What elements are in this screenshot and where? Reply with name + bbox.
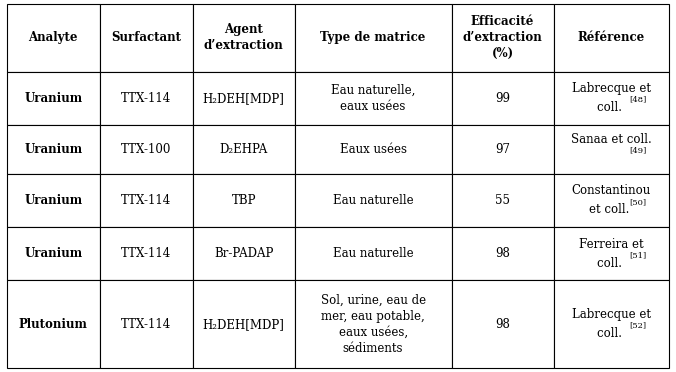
Text: TTX-114: TTX-114 [121,92,171,105]
Text: TTX-114: TTX-114 [121,247,171,260]
Text: Agent
d’extraction: Agent d’extraction [203,23,283,52]
Text: [49]: [49] [629,147,646,155]
Bar [193,280,295,368]
Bar [100,4,193,71]
Text: et coll.: et coll. [589,203,633,217]
Bar [452,4,554,71]
Bar [295,125,452,174]
Text: Plutonium: Plutonium [19,318,88,331]
Text: Labrecque et: Labrecque et [572,82,651,95]
Bar [193,227,295,280]
Bar [554,174,669,227]
Text: H₂DEH[MDP]: H₂DEH[MDP] [203,318,285,331]
Text: Labrecque et: Labrecque et [572,308,651,321]
Text: Sanaa et coll.: Sanaa et coll. [571,133,652,146]
Text: [52]: [52] [629,322,646,330]
Text: TTX-100: TTX-100 [121,143,172,156]
Text: H₂DEH[MDP]: H₂DEH[MDP] [203,92,285,105]
Text: [51]: [51] [629,251,646,259]
Bar [7,125,100,174]
Bar [554,227,669,280]
Bar [193,125,295,174]
Bar [452,280,554,368]
Text: Eau naturelle: Eau naturelle [333,247,414,260]
Bar [7,280,100,368]
Text: Uranium: Uranium [24,247,82,260]
Text: Référence: Référence [578,31,645,44]
Text: Uranium: Uranium [24,194,82,207]
Bar [7,71,100,125]
Text: TTX-114: TTX-114 [121,318,171,331]
Bar [295,174,452,227]
Text: Uranium: Uranium [24,92,82,105]
Bar [554,71,669,125]
Bar [100,227,193,280]
Text: Br-PADAP: Br-PADAP [214,247,273,260]
Text: 55: 55 [495,194,510,207]
Text: TTX-114: TTX-114 [121,194,171,207]
Text: D₂EHPA: D₂EHPA [220,143,268,156]
Bar [554,125,669,174]
Text: Uranium: Uranium [24,143,82,156]
Text: coll.: coll. [597,101,626,114]
Bar [100,125,193,174]
Text: 98: 98 [495,247,510,260]
Bar [295,4,452,71]
Bar [295,227,452,280]
Bar [554,4,669,71]
Text: 98: 98 [495,318,510,331]
Bar [100,71,193,125]
Bar [100,280,193,368]
Text: Analyte: Analyte [28,31,78,44]
Text: Ferreira et: Ferreira et [579,238,644,251]
Text: [50]: [50] [629,198,646,206]
Bar [295,280,452,368]
Bar [7,174,100,227]
Bar [7,227,100,280]
Bar [452,227,554,280]
Bar [452,71,554,125]
Bar [452,174,554,227]
Bar [7,4,100,71]
Text: TBP: TBP [231,194,256,207]
Bar [100,174,193,227]
Bar [193,4,295,71]
Text: Efficacité
d’extraction
(%): Efficacité d’extraction (%) [462,15,542,60]
Text: Surfactant: Surfactant [112,31,181,44]
Bar [193,174,295,227]
Text: Sol, urine, eau de
mer, eau potable,
eaux usées,
sédiments: Sol, urine, eau de mer, eau potable, eau… [320,294,426,355]
Text: 99: 99 [495,92,510,105]
Text: Eau naturelle,
eaux usées: Eau naturelle, eaux usées [331,84,415,113]
Text: coll.: coll. [597,257,626,270]
Text: 97: 97 [495,143,510,156]
Text: coll.: coll. [597,327,626,340]
Text: [48]: [48] [629,96,646,103]
Text: Eau naturelle: Eau naturelle [333,194,414,207]
Text: Constantinou: Constantinou [572,185,651,198]
Text: Eaux usées: Eaux usées [339,143,407,156]
Text: Type de matrice: Type de matrice [320,31,426,44]
Bar [193,71,295,125]
Bar [554,280,669,368]
Bar [295,71,452,125]
Bar [452,125,554,174]
